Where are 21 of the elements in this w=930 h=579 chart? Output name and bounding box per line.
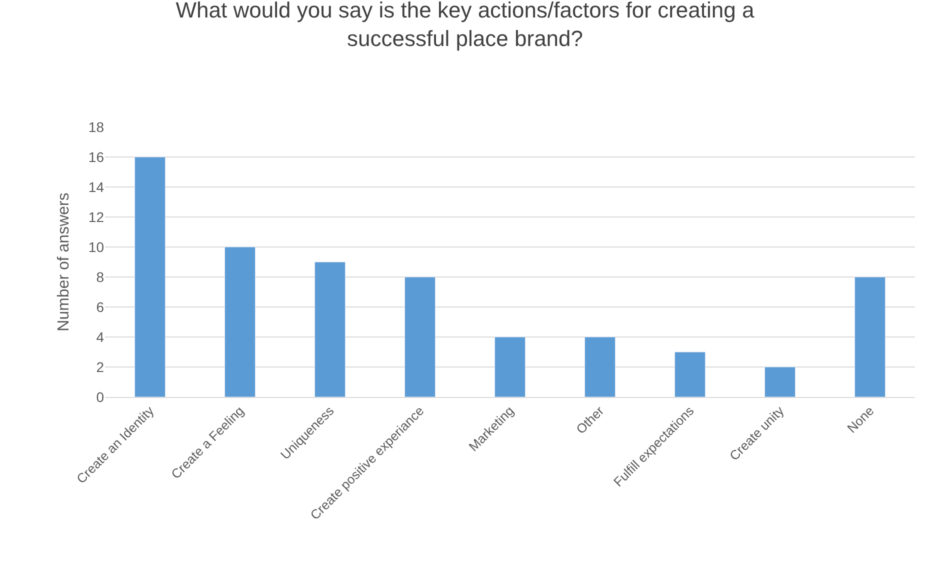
y-tick-label: 12 — [88, 208, 104, 225]
bar — [764, 366, 796, 397]
y-tick-label: 2 — [96, 358, 104, 375]
bar — [224, 246, 256, 397]
bar — [854, 276, 886, 397]
bar — [674, 352, 706, 397]
y-tick-label: 10 — [88, 238, 104, 255]
bar — [584, 336, 616, 397]
y-tick-label: 0 — [96, 388, 104, 405]
chart-title: What would you say is the key actions/factors for creating a successful place brand? — [176, 0, 755, 51]
y-tick-label: 6 — [96, 298, 104, 315]
bar — [314, 262, 346, 397]
y-tick-label: 4 — [96, 328, 104, 345]
y-axis-title: Number of answers — [55, 192, 72, 332]
y-tick-label: 16 — [88, 148, 104, 165]
bar — [404, 276, 436, 397]
y-tick-label: 18 — [88, 118, 104, 135]
y-tick-label: 8 — [96, 268, 104, 285]
bar — [134, 156, 166, 397]
y-tick-label: 14 — [88, 178, 104, 195]
bar — [494, 336, 526, 397]
